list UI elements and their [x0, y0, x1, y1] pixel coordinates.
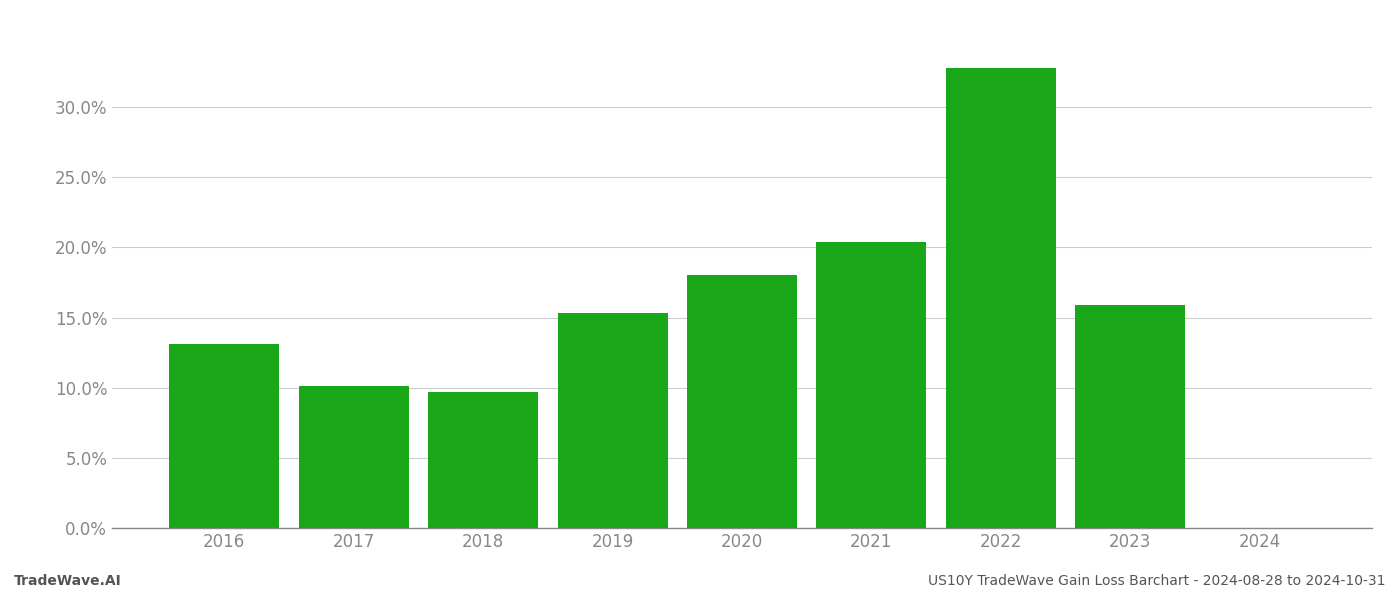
Bar — [1075, 305, 1186, 528]
Bar — [557, 313, 668, 528]
Bar — [298, 386, 409, 528]
Text: TradeWave.AI: TradeWave.AI — [14, 574, 122, 588]
Bar — [946, 68, 1056, 528]
Bar — [816, 242, 927, 528]
Bar — [687, 275, 797, 528]
Bar — [169, 344, 279, 528]
Text: US10Y TradeWave Gain Loss Barchart - 2024-08-28 to 2024-10-31: US10Y TradeWave Gain Loss Barchart - 202… — [928, 574, 1386, 588]
Bar — [428, 392, 538, 528]
